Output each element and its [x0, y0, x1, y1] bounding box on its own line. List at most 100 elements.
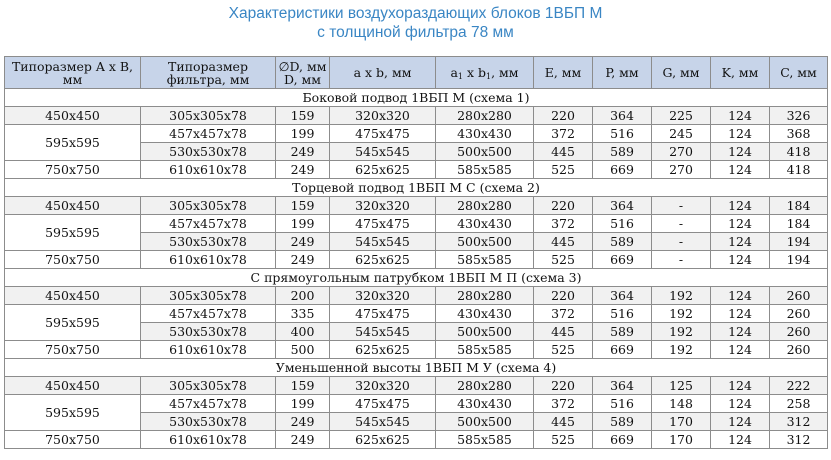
- cell-size: 450x450: [4, 286, 141, 305]
- cell-c: 368: [769, 124, 828, 143]
- section-title: С прямоугольным патрубком 1ВБП М П (схем…: [4, 268, 828, 287]
- cell-g: 245: [651, 124, 711, 143]
- cell-diameter: 199: [275, 214, 330, 233]
- cell-diameter: 159: [275, 196, 330, 215]
- cell-a1xb1: 500x500: [435, 232, 534, 251]
- cell-c: 260: [769, 340, 828, 359]
- cell-size: 595x595: [4, 304, 141, 341]
- cell-diameter: 200: [275, 286, 330, 305]
- section-title-row: Уменьшенной высоты 1ВБП М У (схема 4): [4, 358, 828, 377]
- table-row: 450x450 305x305x78 200 320x320 280x280 220 364…: [4, 286, 828, 305]
- header-a1xb1: a1 x b1, мм: [435, 56, 534, 89]
- cell-c: 260: [769, 286, 828, 305]
- cell-diameter: 500: [275, 340, 330, 359]
- cell-p: 516: [592, 124, 652, 143]
- cell-k: 124: [710, 196, 770, 215]
- header-size: Типоразмер A x B, мм: [4, 56, 141, 89]
- header-filter-size: Типоразмер фильтра, мм: [140, 56, 276, 89]
- cell-axb: 320x320: [329, 106, 436, 125]
- cell-e: 372: [533, 394, 593, 413]
- cell-e: 220: [533, 106, 593, 125]
- cell-p: 669: [592, 160, 652, 179]
- cell-c: 184: [769, 214, 828, 233]
- cell-k: 124: [710, 340, 770, 359]
- cell-e: 372: [533, 214, 593, 233]
- cell-size: 595x595: [4, 124, 141, 161]
- cell-c: 194: [769, 232, 828, 251]
- cell-k: 124: [710, 394, 770, 413]
- cell-p: 669: [592, 430, 652, 449]
- cell-c: 260: [769, 322, 828, 341]
- cell-e: 220: [533, 196, 593, 215]
- cell-c: 312: [769, 412, 828, 431]
- cell-diameter: 159: [275, 376, 330, 395]
- cell-c: 312: [769, 430, 828, 449]
- cell-diameter: 159: [275, 106, 330, 125]
- cell-axb: 625x625: [329, 160, 436, 179]
- table-row: 750x750 610x610x78 249 625x625 585x585 525 669…: [4, 160, 828, 179]
- table-body: Боковой подвод 1ВБП М (схема 1) 450x450 30…: [4, 88, 828, 449]
- header-diameter: ∅D, мм D, мм: [275, 56, 330, 89]
- spec-table: Типоразмер A x B, мм Типоразмер фильтра, м…: [4, 56, 828, 449]
- cell-diameter: 249: [275, 160, 330, 179]
- cell-axb: 625x625: [329, 250, 436, 269]
- cell-e: 445: [533, 322, 593, 341]
- cell-c: 326: [769, 106, 828, 125]
- cell-axb: 545x545: [329, 142, 436, 161]
- table-row: 450x450 305x305x78 159 320x320 280x280 220 364…: [4, 376, 828, 395]
- section-title-row: Торцевой подвод 1ВБП М С (схема 2): [4, 178, 828, 197]
- cell-filter-size: 457x457x78: [140, 214, 276, 233]
- cell-a1xb1: 430x430: [435, 304, 534, 323]
- section-title: Боковой подвод 1ВБП М (схема 1): [4, 88, 828, 107]
- cell-g: 270: [651, 142, 711, 161]
- cell-p: 516: [592, 394, 652, 413]
- cell-size: 450x450: [4, 196, 141, 215]
- header-p: P, мм: [592, 56, 652, 89]
- cell-a1xb1: 280x280: [435, 106, 534, 125]
- cell-axb: 545x545: [329, 322, 436, 341]
- cell-filter-size: 610x610x78: [140, 430, 276, 449]
- cell-a1xb1: 585x585: [435, 430, 534, 449]
- table-row: 595x595 457x457x78 199 475x475 430x430 372 516…: [4, 214, 828, 251]
- cell-diameter: 335: [275, 304, 330, 323]
- cell-a1xb1: 500x500: [435, 412, 534, 431]
- title-line-1: Характеристики воздухораздающих блоков 1…: [228, 5, 603, 22]
- cell-size: 450x450: [4, 376, 141, 395]
- cell-e: 220: [533, 286, 593, 305]
- cell-g: -: [651, 250, 711, 269]
- cell-a1xb1: 585x585: [435, 340, 534, 359]
- cell-filter-size: 305x305x78: [140, 376, 276, 395]
- cell-diameter: 199: [275, 394, 330, 413]
- cell-c: 184: [769, 196, 828, 215]
- header-row: Типоразмер A x B, мм Типоразмер фильтра, м…: [4, 56, 828, 89]
- cell-filter-size: 305x305x78: [140, 106, 276, 125]
- cell-e: 445: [533, 412, 593, 431]
- cell-diameter: 199: [275, 124, 330, 143]
- table-row: 530x530x78 249 545x545 500x500 445 589-124 194: [5, 232, 828, 251]
- cell-a1xb1: 500x500: [435, 322, 534, 341]
- cell-e: 525: [533, 430, 593, 449]
- cell-p: 516: [592, 304, 652, 323]
- section-title: Торцевой подвод 1ВБП М С (схема 2): [4, 178, 828, 197]
- cell-filter-size: 457x457x78: [140, 124, 276, 143]
- cell-k: 124: [710, 412, 770, 431]
- table-row: 595x595 457x457x78 199 475x475 430x430 372 516…: [4, 394, 828, 431]
- cell-axb: 320x320: [329, 286, 436, 305]
- cell-diameter: 249: [275, 250, 330, 269]
- cell-filter-size: 610x610x78: [140, 160, 276, 179]
- table-row: 750x750 610x610x78 500 625x625 585x585 525 669…: [4, 340, 828, 359]
- cell-axb: 475x475: [329, 304, 436, 323]
- cell-filter-size: 457x457x78: [140, 394, 276, 413]
- table-row: 530x530x78 249 545x545 500x500 445 589 270 124 4…: [5, 142, 828, 161]
- header-e: E, мм: [533, 56, 593, 89]
- cell-size: 595x595: [4, 214, 141, 251]
- cell-filter-size: 610x610x78: [140, 340, 276, 359]
- cell-filter-size: 530x530x78: [140, 412, 276, 431]
- cell-size: 595x595: [4, 394, 141, 431]
- cell-k: 124: [710, 214, 770, 233]
- table-row: 450x450 305x305x78 159 320x320 280x280 220 364…: [4, 196, 828, 215]
- cell-size: 750x750: [4, 160, 141, 179]
- cell-axb: 545x545: [329, 412, 436, 431]
- header-g: G, мм: [651, 56, 711, 89]
- cell-g: -: [651, 232, 711, 251]
